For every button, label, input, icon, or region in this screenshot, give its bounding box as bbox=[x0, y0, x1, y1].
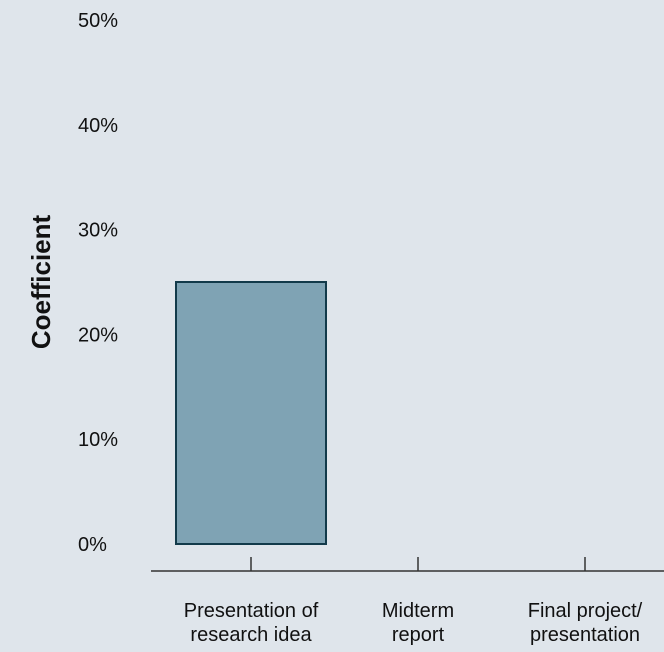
x-tick-label: Final project/presentation bbox=[528, 600, 643, 646]
y-tick-label: 50% bbox=[78, 10, 118, 32]
y-tick-label: 40% bbox=[78, 115, 118, 137]
x-tick-label: Presentation of research idea bbox=[184, 600, 319, 646]
bar bbox=[175, 281, 327, 545]
y-axis-label: Coefficient bbox=[26, 214, 56, 349]
y-tick-label: 10% bbox=[78, 429, 118, 451]
x-tick-label: Midterm report bbox=[382, 600, 454, 646]
y-tick-label: 0% bbox=[78, 534, 107, 556]
y-tick-label: 30% bbox=[78, 220, 118, 242]
y-tick-label: 20% bbox=[78, 324, 118, 346]
